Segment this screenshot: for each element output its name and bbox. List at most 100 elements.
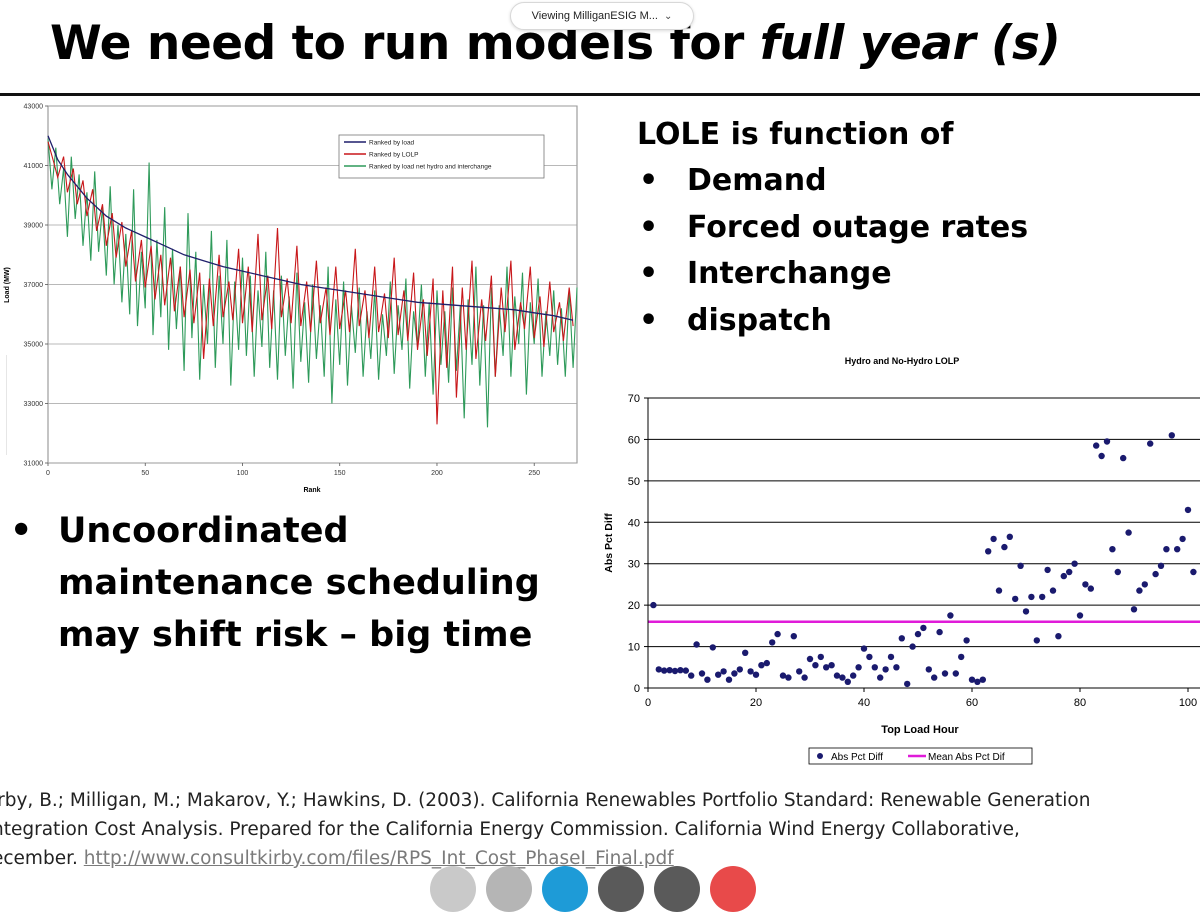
data-point (1039, 593, 1046, 601)
data-point (817, 653, 824, 661)
y-tick-label: 35000 (24, 342, 44, 349)
citation: irby, B.; Milligan, M.; Makarov, Y.; Haw… (0, 786, 1200, 873)
series-line-2 (47, 141, 574, 425)
y-tick-label: 20 (628, 600, 640, 612)
y-tick-label: 0 (634, 683, 640, 695)
data-point (1120, 454, 1127, 462)
data-point (1098, 452, 1105, 460)
data-point (860, 645, 868, 652)
data-point (1022, 608, 1030, 615)
legend-label: Abs Pct Diff (831, 752, 883, 763)
legend-label: Ranked by LOLP (369, 152, 419, 159)
data-point (882, 666, 889, 673)
data-point (1082, 581, 1089, 588)
bullet-icon: • (639, 256, 659, 291)
data-point (725, 676, 733, 683)
data-point (769, 639, 776, 646)
x-tick-label: 50 (141, 470, 149, 477)
tool-circle-icon[interactable] (486, 866, 532, 912)
data-point (979, 676, 986, 683)
data-point (850, 672, 857, 679)
tool-circle-icon[interactable] (542, 866, 588, 912)
data-point (995, 587, 1003, 594)
data-point (758, 662, 765, 669)
data-point (1071, 560, 1078, 567)
data-point (796, 668, 803, 675)
data-point (682, 667, 689, 674)
y-tick-label: 31000 (24, 461, 44, 468)
x-tick-label: 150 (334, 470, 346, 477)
x-axis-label: Top Load Hour (881, 724, 959, 736)
data-point (920, 624, 927, 632)
data-point (968, 676, 976, 683)
data-point (1174, 546, 1181, 553)
x-tick-label: 100 (237, 470, 249, 477)
data-point (931, 674, 938, 681)
side-edge-handle (0, 355, 7, 455)
tool-circle-icon[interactable] (710, 866, 756, 912)
maintenance-bullet: • Uncoordinated maintenance scheduling m… (10, 505, 590, 661)
bullet-icon: • (639, 163, 659, 198)
data-point (752, 671, 760, 678)
lole-bullets: LOLE is function of • Demand • Forced outa… (637, 112, 1197, 344)
y-tick-label: 70 (628, 393, 640, 405)
data-point (709, 644, 716, 651)
data-point (925, 666, 932, 673)
data-point (941, 670, 949, 677)
tool-circle-icon[interactable] (654, 866, 700, 912)
data-point (779, 672, 787, 679)
data-point (855, 664, 862, 671)
legend-label: Mean Abs Pct Dif (928, 752, 1005, 763)
data-point (731, 670, 738, 677)
data-point (1049, 587, 1057, 594)
viewer-dropdown[interactable]: Viewing MilliganESIG M... ⌄ (510, 2, 694, 30)
data-point (844, 678, 851, 685)
chevron-down-icon: ⌄ (663, 10, 673, 22)
title-italic: full year (s) (759, 16, 1061, 71)
data-point (1184, 506, 1192, 514)
citation-link[interactable]: http://www.consultkirby.com/files/RPS_In… (83, 848, 674, 869)
y-tick-label: 30 (628, 559, 640, 571)
chart-title: Hydro and No-Hydro LOLP (845, 356, 960, 366)
data-point (936, 628, 943, 636)
load-rank-chart: 31000 33000 35000 37000 39000 41000 43000 0 50 1… (4, 104, 578, 494)
data-point (785, 674, 792, 681)
data-point (887, 653, 895, 661)
data-point (828, 662, 835, 669)
chart-legend: Abs Pct Diff Mean Abs Pct Dif (808, 747, 1033, 765)
data-point (974, 678, 981, 685)
lole-item: • Demand (637, 158, 1197, 205)
data-point (1103, 438, 1111, 445)
x-tick-label: 40 (858, 697, 870, 709)
tool-circle-icon[interactable] (598, 866, 644, 912)
data-point (655, 666, 662, 673)
data-point (1109, 546, 1116, 553)
data-point (763, 659, 770, 667)
data-point (1093, 442, 1100, 449)
data-point (677, 667, 684, 674)
data-point (947, 612, 954, 619)
data-point (904, 680, 911, 688)
data-point (952, 670, 959, 677)
data-point (774, 630, 781, 638)
viewer-label: Viewing MilliganESIG M... (531, 10, 658, 22)
hydro-lolp-scatter-chart: Hydro and No-Hydro LOLP 010203040506070 … (603, 356, 1200, 765)
lole-heading: LOLE is function of (637, 117, 954, 152)
citation-line: irby, B.; Milligan, M.; Makarov, Y.; Haw… (0, 790, 1091, 811)
y-tick-label: 41000 (24, 163, 44, 170)
bullet-icon: • (639, 209, 659, 245)
series-line-3 (47, 138, 578, 428)
tool-circle-icon[interactable] (430, 866, 476, 912)
data-point (839, 674, 846, 681)
data-point (1152, 570, 1159, 578)
lole-item: • Forced outage rates (637, 205, 1197, 252)
y-tick-label: 60 (628, 434, 640, 446)
legend-marker (817, 753, 823, 759)
data-point (812, 662, 819, 669)
data-point (736, 666, 743, 673)
data-point (742, 649, 749, 656)
y-tick-label: 33000 (24, 401, 44, 408)
y-tick-label: 10 (628, 642, 640, 654)
data-point (688, 672, 695, 679)
data-point (1044, 566, 1051, 574)
